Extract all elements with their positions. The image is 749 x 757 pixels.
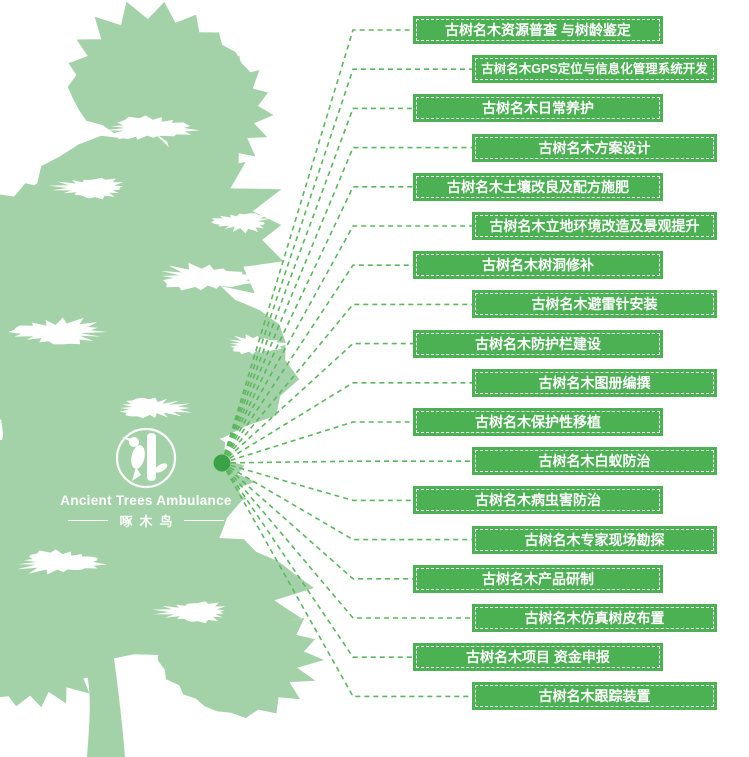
woodpecker-body (131, 445, 145, 469)
tree-blob (48, 177, 124, 200)
tree-blob (228, 334, 287, 355)
connector-line-17 (221, 462, 413, 659)
tree-logo-backdrop (27, 433, 256, 529)
tree-blob (17, 549, 108, 575)
service-label-text: 古树名木资源普查 与树龄鉴定 (445, 22, 631, 38)
connector-line-18 (221, 462, 472, 698)
connector-line-15 (221, 462, 413, 580)
service-label-11: 古树名木保护性移植 (413, 408, 663, 436)
subtitle-left-rule (68, 520, 109, 521)
convergence-dot (213, 454, 231, 472)
service-label-text: 古树名木专家现场勘探 (524, 531, 665, 548)
service-label-text: 古树名木日常养护 (482, 100, 594, 117)
service-label-text: 古树名木病虫害防治 (475, 492, 601, 509)
logo-leaf-shape (154, 463, 168, 473)
woodpecker-tail (132, 467, 141, 481)
service-label-4: 古树名木方案设计 (472, 133, 717, 162)
service-label-1: 古树名木资源普查 与树龄鉴定 (413, 16, 663, 44)
connector-line-1 (221, 29, 413, 464)
service-label-text: 古树名木白蚁防治 (538, 453, 651, 470)
service-label-text: 古树名木防护栏建设 (475, 335, 601, 352)
logo-tree-trunk-shape (147, 433, 156, 481)
service-label-8: 古树名木避雷针安装 (472, 290, 717, 319)
service-label-text: 古树名木土壤改良及配方施肥 (447, 178, 629, 195)
service-label-text: 古树名木方案设计 (538, 139, 651, 156)
tree-canopy-gaps (8, 115, 287, 624)
service-label-15: 古树名木产品研制 (413, 564, 663, 593)
connector-line-6 (221, 225, 472, 464)
connector-line-11 (221, 421, 413, 464)
service-label-6: 古树名木立地环境改造及景观提升 (472, 212, 717, 240)
service-label-text: 古树名木产品研制 (482, 570, 594, 587)
service-label-16: 古树名木仿真树皮布置 (472, 604, 717, 632)
service-label-7: 古树名木树洞修补 (413, 251, 663, 280)
connector-line-5 (221, 186, 413, 464)
service-label-text: 古树名木树洞修补 (482, 257, 594, 274)
tree-blob (8, 317, 108, 345)
logo-subtitle-row: 啄木鸟 (55, 511, 237, 530)
woodpecker-logo-icon (115, 427, 177, 489)
tree-blob (161, 262, 260, 291)
connector-line-16 (221, 462, 472, 619)
tree-blob (157, 600, 324, 718)
service-label-text: 古树名木GPS定位与信息化管理系统开发 (481, 62, 708, 77)
service-label-text: 古树名木立地环境改造及景观提升 (489, 218, 700, 234)
service-label-3: 古树名木日常养护 (413, 94, 663, 123)
tree-trunk (36, 598, 163, 757)
connector-line-13 (221, 462, 413, 502)
service-label-18: 古树名木跟踪装置 (472, 682, 717, 711)
tree-blob (151, 53, 274, 178)
connector-line-7 (221, 264, 413, 464)
service-label-2: 古树名木GPS定位与信息化管理系统开发 (472, 55, 717, 84)
logo-ancient-trees-ambulance: Ancient Trees Ambulance 啄木鸟 (55, 425, 237, 530)
service-label-text: 古树名木跟踪装置 (538, 688, 651, 705)
service-label-12: 古树名木白蚁防治 (472, 447, 717, 476)
tree-blob (211, 213, 271, 234)
service-label-text: 古树名木避雷针安装 (531, 296, 658, 313)
tree-blob (119, 397, 192, 419)
woodpecker-beak (122, 437, 135, 444)
connector-line-12 (221, 460, 472, 464)
service-label-17: 古树名木项目 资金申报 (413, 643, 663, 672)
tree-blob (103, 115, 200, 140)
service-label-9: 古树名木防护栏建设 (413, 329, 663, 358)
logo-circle (115, 427, 177, 489)
service-label-text: 古树名木保护性移植 (475, 414, 601, 430)
service-label-text: 古树名木项目 资金申报 (466, 649, 610, 666)
service-label-5: 古树名木土壤改良及配方施肥 (413, 172, 663, 201)
tree-blob (27, 433, 256, 529)
service-label-text: 古树名木图册编撰 (538, 374, 651, 391)
connector-line-3 (221, 107, 413, 464)
service-label-text: 古树名木仿真树皮布置 (524, 610, 665, 626)
logo-subtitle: 啄木鸟 (119, 514, 180, 529)
service-label-10: 古树名木图册编撰 (472, 368, 717, 397)
connector-lines (221, 29, 472, 698)
tree-blob (151, 601, 226, 624)
service-label-13: 古树名木病虫害防治 (413, 486, 663, 515)
connector-line-2 (221, 68, 472, 464)
service-label-14: 古树名木专家现场勘探 (472, 525, 717, 554)
subtitle-right-rule (183, 520, 224, 521)
connector-line-10 (221, 381, 472, 464)
logo-title: Ancient Trees Ambulance (60, 493, 232, 508)
connector-line-9 (221, 342, 413, 464)
